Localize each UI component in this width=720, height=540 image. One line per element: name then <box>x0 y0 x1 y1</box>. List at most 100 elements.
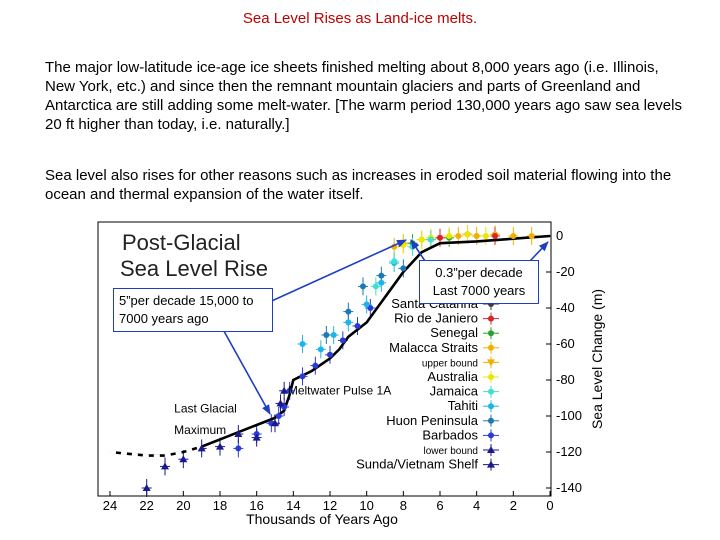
data-point <box>275 413 282 419</box>
x-tick-label: 8 <box>400 498 407 513</box>
data-point <box>234 430 243 437</box>
data-point <box>276 399 285 407</box>
arrow-right-to-present <box>529 241 549 262</box>
legend-swatch-marker <box>488 417 494 424</box>
y-tick-label: -20 <box>556 264 575 279</box>
trend-line-dashed-segment <box>109 445 203 458</box>
data-point <box>345 319 352 326</box>
data-point <box>327 351 333 358</box>
data-point <box>299 373 306 380</box>
y-tick-label: 0 <box>556 228 563 243</box>
legend-swatch-marker <box>488 344 494 351</box>
data-point <box>372 283 379 290</box>
chart-annotation: Meltwater Pulse 1A <box>288 383 391 397</box>
legend-swatch-marker <box>488 330 494 337</box>
data-point <box>339 337 346 344</box>
x-tick-label: 14 <box>286 498 300 513</box>
data-point <box>286 387 293 394</box>
x-tick-label: 12 <box>323 498 337 513</box>
x-tick-label: 6 <box>436 498 443 513</box>
data-point <box>492 233 498 239</box>
data-point <box>378 279 385 286</box>
legend-label: Barbados <box>422 427 478 442</box>
legend-swatch-marker <box>488 432 494 439</box>
callout-fast-rate: 5”per decade 15,000 to 7000 years ago <box>113 288 273 332</box>
data-point <box>323 332 330 338</box>
legend-swatch-marker <box>487 460 495 468</box>
arrow-right-to-8k <box>410 239 426 262</box>
y-tick-label: -40 <box>556 300 575 315</box>
x-tick-label: 0 <box>546 498 553 513</box>
legend-label: Rio de Janiero <box>394 311 478 326</box>
legend-label: Malacca Straits <box>389 340 478 355</box>
legend-label: Jamaica <box>430 384 479 399</box>
data-point <box>427 236 434 243</box>
y-axis-label: Sea Level Change (m) <box>589 289 605 429</box>
x-tick-label: 18 <box>213 498 227 513</box>
legend-label: Huon Peninsula <box>386 413 479 428</box>
data-point <box>235 445 242 452</box>
x-tick-label: 22 <box>139 498 153 513</box>
legend-label: upper bound <box>422 358 478 369</box>
data-point <box>367 305 374 311</box>
paragraph-other-reasons: Sea level also rises for other reasons s… <box>45 167 672 203</box>
data-point <box>528 233 535 239</box>
legend-label: lower bound <box>424 446 478 457</box>
legend-swatch-marker <box>488 403 494 410</box>
legend-label: Sunda/Vietnam Shelf <box>356 457 478 472</box>
data-point <box>345 308 352 315</box>
y-tick-label: -60 <box>556 336 575 351</box>
chart-annotation: Last Glacial <box>174 401 237 415</box>
data-point <box>142 484 151 491</box>
data-point <box>400 265 407 272</box>
data-point <box>161 462 169 470</box>
data-point <box>312 362 319 369</box>
x-tick-label: 16 <box>249 498 263 513</box>
data-point <box>252 433 261 441</box>
data-point <box>391 258 398 265</box>
x-tick-label: 24 <box>103 498 117 513</box>
chart-subtitle: Sea Level Rise <box>120 256 268 281</box>
data-point <box>354 323 361 329</box>
x-tick-label: 4 <box>473 498 480 513</box>
legend-label: Senegal <box>430 325 478 340</box>
data-point <box>378 272 385 279</box>
x-axis-label: Thousands of Years Ago <box>246 511 398 527</box>
data-point <box>360 283 366 290</box>
data-point <box>363 301 370 308</box>
data-point <box>446 233 453 239</box>
y-tick-label: -80 <box>556 372 575 387</box>
x-tick-label: 10 <box>359 498 373 513</box>
data-point <box>330 332 337 338</box>
x-tick-label: 20 <box>176 498 190 513</box>
legend-swatch-marker <box>488 388 494 395</box>
paragraph-ice-sheets: The major low-latitude ice-age ice sheet… <box>45 59 682 133</box>
chart-annotation: Maximum <box>174 423 226 437</box>
chart-legend: Santa CatarinaRio de JanieroSenegalMalac… <box>356 296 499 472</box>
y-axis-ticks: 0 -20 -40 -60 -80 -100 -120 -140 <box>546 228 582 495</box>
legend-swatch-marker <box>488 315 494 322</box>
x-axis-ticks: 24 22 20 18 16 14 12 10 8 6 4 2 0 <box>103 491 554 513</box>
slide-title: Sea Level Rises as Land-ice melts. <box>242 10 478 27</box>
chart-title: Post-Glacial <box>122 230 241 255</box>
data-point <box>437 234 443 241</box>
y-tick-label: -140 <box>556 480 582 495</box>
legend-label: Tahiti <box>448 398 478 413</box>
legend-swatch-marker <box>487 446 495 453</box>
data-point <box>280 386 289 394</box>
data-point <box>299 341 306 347</box>
chart-annotations: Meltwater Pulse 1A Last Glacial Maximum <box>174 383 391 437</box>
data-point <box>510 233 517 239</box>
data-point <box>197 444 206 452</box>
data-point <box>464 231 471 238</box>
y-tick-label: -100 <box>556 408 582 423</box>
y-tick-label: -120 <box>556 444 582 459</box>
data-point <box>271 419 279 427</box>
legend-swatch-marker <box>487 359 495 367</box>
data-point <box>455 233 462 239</box>
data-point <box>482 233 489 239</box>
callout-slow-rate: 0.3”per decade Last 7000 years <box>419 260 539 304</box>
data-point <box>418 236 425 243</box>
data-point <box>216 442 224 450</box>
data-point <box>473 233 480 239</box>
